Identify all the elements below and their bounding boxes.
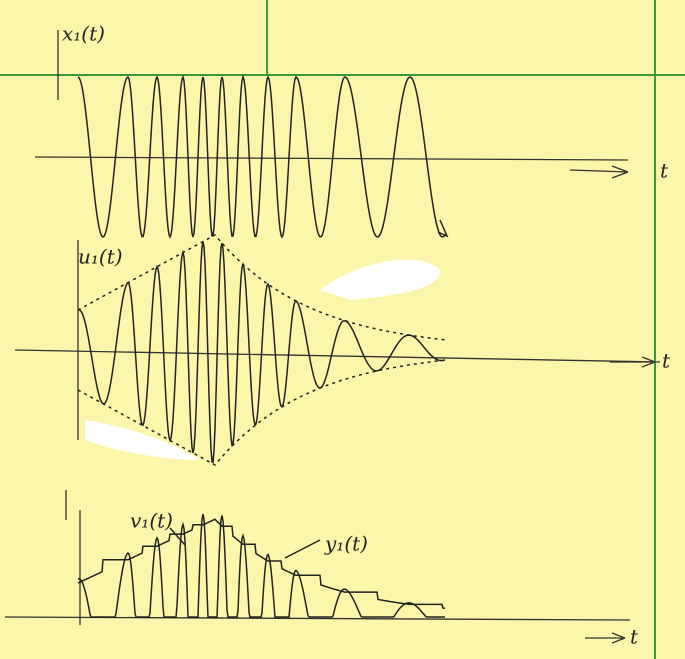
signal-label: v₁(t) bbox=[130, 509, 173, 533]
axis-label: t bbox=[662, 349, 671, 373]
signal-label: x₁(t) bbox=[62, 22, 105, 46]
signal-label: u₁(t) bbox=[78, 245, 123, 269]
signal-label: y₁(t) bbox=[324, 532, 368, 556]
axis-label: t bbox=[630, 625, 639, 649]
diagram: x₁(t) t u₁(t) t v₁(t) y₁(t) t bbox=[0, 0, 685, 659]
axis-label: t bbox=[660, 159, 669, 183]
